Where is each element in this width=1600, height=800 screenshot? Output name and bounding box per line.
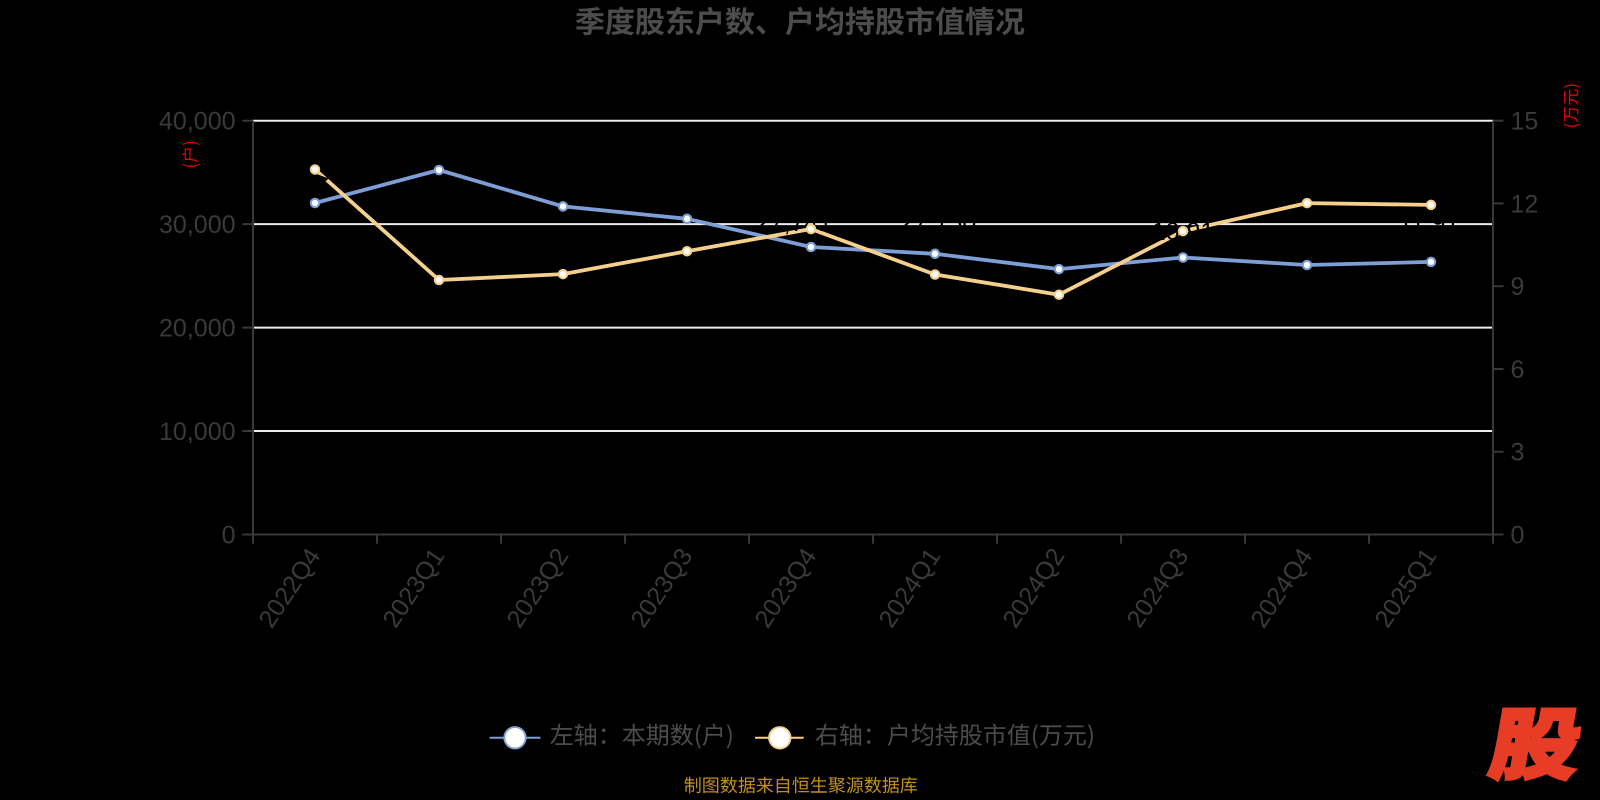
svg-text:6: 6 bbox=[1511, 356, 1525, 384]
svg-text:10,000: 10,000 bbox=[159, 418, 235, 446]
svg-text:3: 3 bbox=[1511, 439, 1525, 467]
svg-text:15: 15 bbox=[1511, 108, 1539, 136]
svg-text:0: 0 bbox=[222, 522, 236, 550]
svg-text:20,000: 20,000 bbox=[159, 315, 235, 343]
svg-text:27,150: 27,150 bbox=[900, 209, 976, 237]
svg-text:0: 0 bbox=[1511, 522, 1525, 550]
svg-text:27,741: 27,741 bbox=[756, 209, 832, 237]
svg-text:12: 12 bbox=[1511, 190, 1539, 218]
svg-text:40,000: 40,000 bbox=[159, 108, 235, 136]
svg-text:9: 9 bbox=[1511, 273, 1525, 301]
svg-text:30,000: 30,000 bbox=[159, 211, 235, 239]
svg-text:11.91: 11.91 bbox=[1399, 209, 1460, 237]
